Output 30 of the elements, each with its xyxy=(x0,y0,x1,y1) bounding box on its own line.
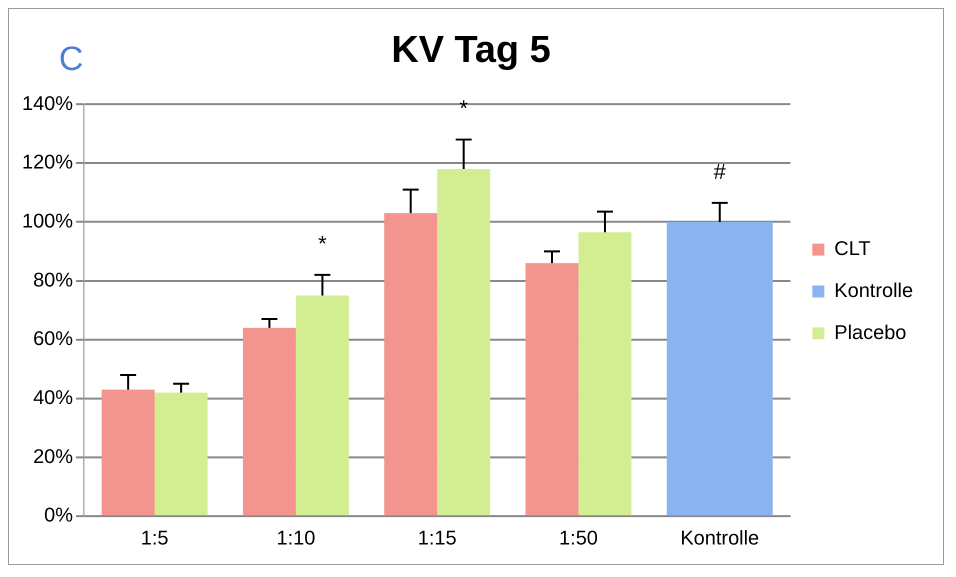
bar xyxy=(525,263,578,516)
legend-label: Kontrolle xyxy=(834,280,914,302)
legend-label: Placebo xyxy=(834,322,906,344)
y-tick-label: 40% xyxy=(33,386,74,409)
x-tick-label: 1:10 xyxy=(276,528,316,550)
bar xyxy=(437,168,490,516)
x-tick-label: 1:50 xyxy=(559,528,598,550)
y-tick-label: 120% xyxy=(22,152,74,174)
bar xyxy=(154,392,208,516)
y-tick-label: 20% xyxy=(33,446,74,468)
y-tick-label: 100% xyxy=(22,210,74,232)
bar xyxy=(384,213,438,516)
bar xyxy=(666,222,773,516)
y-tick-label: 60% xyxy=(33,328,74,350)
annotation: * xyxy=(318,231,328,256)
annotation: * xyxy=(459,96,468,121)
y-tick-label: 0% xyxy=(44,504,74,527)
x-tick-label: 1:15 xyxy=(418,528,457,550)
chart-title: KV Tag 5 xyxy=(391,29,551,72)
bar xyxy=(296,296,349,516)
text: C xyxy=(58,40,84,78)
x-tick-label: Kontrolle xyxy=(680,528,760,550)
x-tick-label: 1:5 xyxy=(140,528,168,550)
annotation: # xyxy=(714,158,727,184)
bar xyxy=(242,328,296,516)
y-tick-label: 140% xyxy=(22,92,74,115)
bar xyxy=(578,232,632,516)
legend-label: CLT xyxy=(834,238,871,260)
y-tick-label: 80% xyxy=(33,269,74,292)
bar xyxy=(102,390,155,516)
